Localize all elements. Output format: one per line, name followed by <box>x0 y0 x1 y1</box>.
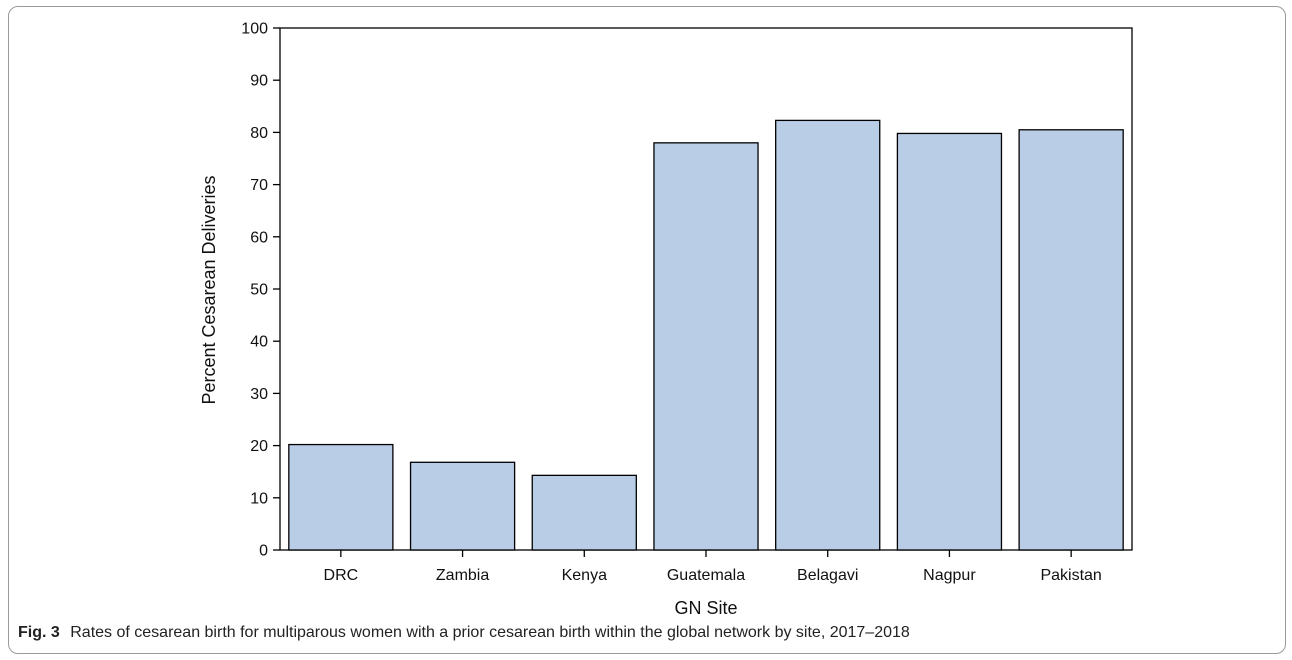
x-tick-label: Nagpur <box>923 567 976 584</box>
figure-frame <box>8 6 1286 654</box>
y-tick-label: 50 <box>250 282 268 299</box>
bars-group <box>288 119 1124 551</box>
x-tick-label: Belagavi <box>797 567 858 584</box>
y-tick-label: 20 <box>250 438 268 455</box>
figure-caption-text: Rates of cesarean birth for multiparous … <box>70 624 910 641</box>
bar-guatemala <box>653 142 759 551</box>
bar-kenya <box>531 474 637 551</box>
x-axis: DRC Zambia Kenya Guatemala Belagavi Nagpur Pak… <box>324 550 1102 584</box>
x-tick-label: Guatemala <box>667 567 745 584</box>
y-tick-label: 70 <box>250 177 268 194</box>
y-tick-label: 90 <box>250 73 268 90</box>
x-tick-label: Pakistan <box>1040 567 1101 584</box>
y-axis-title: Percent Cesarean Deliveries <box>199 175 219 404</box>
x-axis-title: GN Site <box>674 598 737 618</box>
y-tick-label: 30 <box>250 386 268 403</box>
bar-chart: 0 10 20 30 40 50 60 70 80 90 100 DRC Zambia Kenya Gua… <box>199 21 1133 618</box>
bar-nagpur <box>896 132 1003 551</box>
y-tick-label: 80 <box>250 125 268 142</box>
y-tick-label: 40 <box>250 334 268 351</box>
x-tick-label: Kenya <box>562 567 607 584</box>
y-tick-label: 100 <box>241 21 268 38</box>
y-tick-label: 0 <box>259 543 268 560</box>
figure-caption: Fig. 3 Rates of cesarean birth for multi… <box>18 624 1278 642</box>
x-tick-label: Zambia <box>436 567 489 584</box>
y-axis: 0 10 20 30 40 50 60 70 80 90 100 <box>241 21 280 560</box>
figure-caption-label: Fig. 3 <box>18 624 60 641</box>
bar-drc <box>288 443 394 551</box>
bar-pakistan <box>1018 129 1124 551</box>
y-tick-label: 60 <box>250 229 268 246</box>
x-tick-label: DRC <box>324 567 359 584</box>
bar-zambia <box>409 461 516 551</box>
y-tick-label: 10 <box>250 490 268 507</box>
bar-belagavi <box>775 119 881 551</box>
